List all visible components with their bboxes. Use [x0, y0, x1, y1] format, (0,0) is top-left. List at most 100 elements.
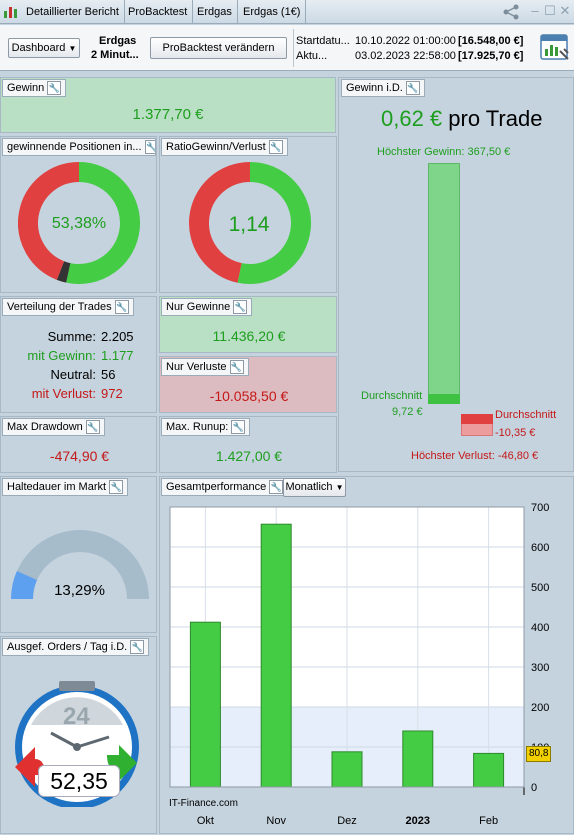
start-date: 10.10.2022 01:00:00 — [355, 35, 456, 47]
tab-probacktest[interactable]: ProBacktest — [123, 0, 194, 24]
chevron-down-icon: ▼ — [68, 44, 77, 53]
bar — [260, 523, 292, 788]
winning-positions-label: gewinnende Positionen in... — [7, 141, 142, 153]
max-drawdown-label: Max Drawdown — [7, 421, 83, 433]
x-tick-label: 2023 — [406, 815, 430, 827]
y-tick-label: 300 — [531, 662, 549, 674]
profit-per-trade-amount: 0,62 € — [381, 106, 443, 131]
profit-panel: Gewinn 🔧 1.377,70 € — [0, 77, 336, 133]
wrench-icon[interactable]: 🔧 — [144, 140, 155, 155]
gauge-track — [11, 530, 149, 600]
wrench-icon[interactable]: 🔧 — [47, 81, 62, 96]
max-drawdown-panel: Max Drawdown 🔧 -474,90 € — [0, 416, 157, 473]
dashboard-label: Dashboard — [11, 42, 66, 54]
loss-segment — [18, 162, 80, 280]
winning-positions-panel: gewinnende Positionen in...🔧 53,38% — [0, 136, 157, 293]
title-bar: Detaillierter Bericht ProBacktest Erdgas… — [0, 0, 574, 24]
orders-per-day-label: Ausgef. Orders / Tag i.D. — [7, 641, 128, 653]
trades-loss-value: 972 — [101, 386, 123, 401]
orders-per-day-header: Ausgef. Orders / Tag i.D. 🔧 — [2, 638, 150, 656]
trades-neutral-row: Neutral: — [50, 367, 96, 382]
holding-time-panel: Haltedauer im Markt 🔧 13,29% — [0, 476, 157, 633]
wrench-icon[interactable]: 🔧 — [269, 480, 284, 495]
change-probacktest-button[interactable]: ProBacktest verändern — [150, 37, 287, 59]
wrench-icon[interactable]: 🔧 — [233, 300, 248, 315]
avg-gain-label: Durchschnitt — [361, 390, 423, 402]
loss-segment — [189, 162, 251, 283]
orders-per-day-panel: Ausgef. Orders / Tag i.D. 🔧 24 52,35 — [0, 636, 157, 834]
only-losses-label: Nur Verluste — [166, 361, 227, 373]
only-gains-header: Nur Gewinne 🔧 — [161, 298, 253, 316]
ratio-value: 1,14 — [228, 213, 270, 236]
avg-gain-value: 9,72 € — [392, 406, 423, 418]
orders-per-day-value: 52,35 — [38, 765, 120, 797]
toolbar: Dashboard ▼ Erdgas 2 Minut... ProBacktes… — [0, 25, 574, 71]
x-tick-label: Okt — [197, 815, 214, 827]
holding-time-label: Haltedauer im Markt — [7, 481, 107, 493]
avg-gain-bar — [428, 394, 460, 404]
chevron-down-icon: ▼ — [335, 483, 344, 492]
tab-instrument-1eur[interactable]: Erdgas (1€) — [238, 0, 307, 24]
ratio-header: RatioGewinn/Verlust 🔧 — [161, 138, 288, 156]
only-losses-panel: Nur Verluste 🔧 -10.058,50 € — [159, 356, 337, 413]
bar — [402, 730, 434, 788]
holding-time-gauge — [11, 530, 149, 600]
wrench-icon[interactable]: 🔧 — [231, 420, 246, 435]
performance-label: Gesamtperformance — [166, 481, 267, 493]
wrench-icon[interactable]: 🔧 — [114, 300, 129, 315]
trades-total-row: Summe: — [47, 329, 96, 344]
max-gain-label: Höchster Gewinn: 367,50 € — [377, 146, 511, 158]
trades-loss-row: mit Verlust: — [31, 386, 96, 401]
period-dropdown[interactable]: Monatlich ▼ — [283, 478, 346, 497]
performance-panel: Gesamtperformance🔧 Monatlich ▼ 010020030… — [159, 476, 574, 834]
only-gains-label: Nur Gewinne — [166, 301, 231, 313]
win-segment — [66, 162, 140, 284]
minimize-icon[interactable]: – — [531, 3, 539, 18]
y-tick-label: 0 — [531, 782, 537, 794]
report-settings-icon[interactable] — [540, 33, 570, 63]
x-tick-label: Dez — [337, 815, 357, 827]
dashboard-dropdown[interactable]: Dashboard ▼ — [8, 38, 80, 58]
winning-positions-header: gewinnende Positionen in...🔧 — [2, 138, 156, 156]
close-icon[interactable]: ✕ — [559, 3, 571, 18]
bar — [331, 751, 363, 788]
wrench-icon[interactable]: 🔧 — [405, 81, 420, 96]
profit-per-trade-value: 0,62 € pro Trade — [381, 106, 542, 132]
trades-win-row: mit Gewinn: — [27, 348, 96, 363]
only-gains-panel: Nur Gewinne 🔧 11.436,20 € — [159, 296, 337, 353]
gauge-fill — [11, 571, 38, 600]
wrench-icon[interactable]: 🔧 — [109, 480, 124, 495]
wrench-icon[interactable]: 🔧 — [229, 360, 244, 375]
avg-loss-bar — [461, 414, 493, 424]
last-value-marker: 80,8 — [526, 746, 552, 762]
share-icon[interactable] — [502, 3, 520, 21]
wrench-icon[interactable]: 🔧 — [130, 640, 145, 655]
only-losses-value: -10.058,50 € — [209, 388, 289, 404]
timeframe: 2 Minut... — [91, 49, 139, 61]
performance-chart: 0100200300400500600700OktNovDez2023Feb — [169, 502, 549, 827]
max-gain-bar — [428, 163, 460, 404]
end-date-label: Aktu... — [296, 50, 328, 62]
holding-time-header: Haltedauer im Markt 🔧 — [2, 478, 129, 496]
start-date-label: Startdatu... — [296, 35, 350, 47]
wrench-icon[interactable]: 🔧 — [85, 420, 100, 435]
max-drawdown-value: -474,90 € — [49, 448, 110, 464]
start-capital: [16.548,00 €] — [458, 35, 524, 47]
only-gains-value: 11.436,20 € — [212, 328, 286, 344]
toolbar-divider — [293, 29, 294, 67]
max-runup-label: Max. Runup: — [166, 421, 229, 433]
bar — [189, 621, 221, 788]
end-capital: [17.925,70 €] — [458, 50, 524, 62]
ratio-donut — [189, 162, 311, 284]
maximize-icon[interactable]: ☐ — [544, 3, 556, 18]
trades-neutral-value: 56 — [101, 367, 116, 382]
max-runup-header: Max. Runup: 🔧 — [161, 418, 251, 436]
tab-instrument[interactable]: Erdgas — [192, 0, 238, 24]
tab-detailed-report[interactable]: Detaillierter Bericht — [21, 0, 125, 24]
profit-header: Gewinn 🔧 — [2, 79, 67, 97]
profit-per-trade-label: Gewinn i.D. — [346, 82, 403, 94]
neutral-segment — [56, 261, 71, 283]
period-label: Monatlich — [285, 481, 333, 493]
wrench-icon[interactable]: 🔧 — [268, 140, 283, 155]
trade-distribution-label: Verteilung der Trades — [7, 301, 112, 313]
